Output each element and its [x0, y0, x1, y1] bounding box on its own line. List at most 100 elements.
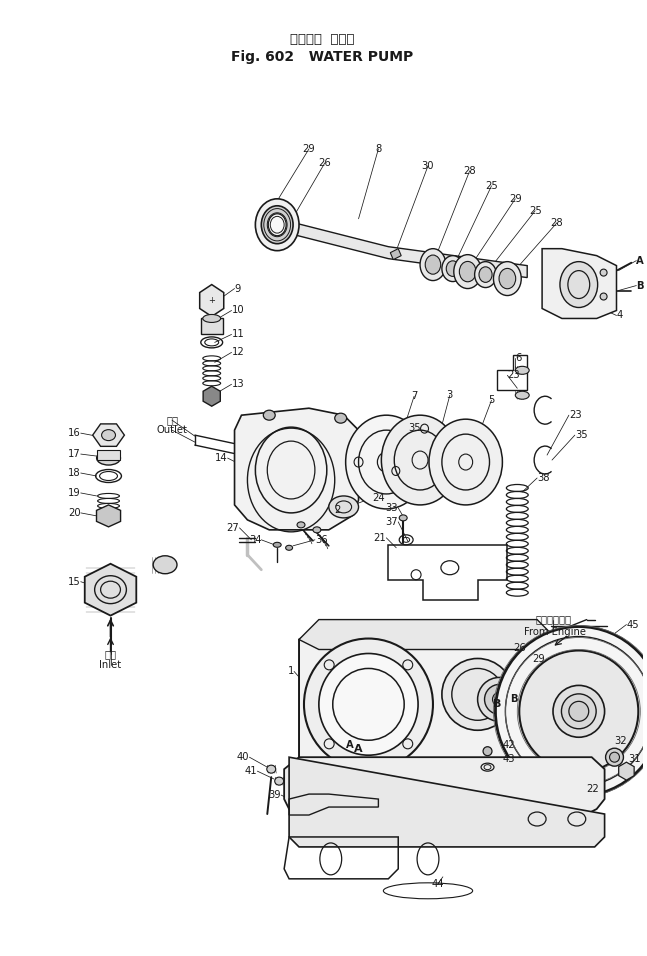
Text: 43: 43 [503, 754, 515, 764]
Ellipse shape [96, 451, 120, 465]
Bar [96, 450, 120, 460]
Ellipse shape [499, 269, 516, 289]
Text: 28: 28 [463, 166, 476, 176]
Text: 26: 26 [318, 158, 331, 168]
Ellipse shape [485, 684, 514, 714]
Text: 12: 12 [232, 347, 245, 358]
Text: 29: 29 [303, 144, 315, 154]
Ellipse shape [285, 545, 292, 551]
Ellipse shape [345, 415, 427, 509]
Ellipse shape [102, 429, 115, 441]
Ellipse shape [569, 702, 589, 721]
Ellipse shape [263, 410, 275, 421]
Text: A: A [637, 255, 644, 266]
Text: 7: 7 [411, 391, 417, 402]
Text: B: B [493, 700, 501, 709]
Text: 35: 35 [575, 430, 587, 440]
Ellipse shape [261, 206, 293, 244]
Polygon shape [234, 408, 358, 530]
Polygon shape [289, 757, 604, 847]
Ellipse shape [273, 542, 281, 547]
Text: 27: 27 [226, 523, 239, 532]
Text: 29: 29 [509, 194, 521, 204]
Text: 4: 4 [617, 311, 623, 320]
Ellipse shape [553, 685, 604, 737]
Polygon shape [203, 386, 221, 406]
Text: +: + [208, 296, 215, 305]
Ellipse shape [560, 262, 598, 308]
Text: 35: 35 [408, 424, 421, 433]
Text: 33: 33 [386, 503, 399, 513]
Ellipse shape [420, 249, 446, 280]
Text: 21: 21 [373, 532, 386, 543]
Text: 23: 23 [507, 370, 520, 380]
Text: 10: 10 [232, 306, 244, 315]
Polygon shape [294, 223, 527, 277]
Text: 26: 26 [513, 642, 526, 653]
Text: 38: 38 [537, 473, 550, 483]
Polygon shape [299, 630, 567, 779]
Ellipse shape [446, 261, 459, 276]
Text: 2: 2 [334, 505, 341, 515]
Ellipse shape [483, 747, 492, 755]
Ellipse shape [381, 415, 459, 505]
Text: 39: 39 [269, 790, 281, 800]
Text: 17: 17 [68, 449, 81, 459]
Ellipse shape [459, 261, 476, 282]
Text: 出口: 出口 [166, 415, 178, 425]
Text: 29: 29 [532, 655, 545, 664]
Ellipse shape [203, 315, 221, 322]
Text: A: A [346, 740, 354, 750]
Ellipse shape [562, 694, 596, 728]
Bar [201, 318, 223, 335]
Polygon shape [619, 762, 634, 780]
Text: 9: 9 [234, 284, 241, 293]
Polygon shape [200, 285, 224, 316]
Text: 16: 16 [68, 428, 81, 438]
Ellipse shape [334, 413, 347, 424]
Text: 8: 8 [375, 144, 382, 154]
Ellipse shape [313, 527, 321, 532]
Ellipse shape [600, 269, 607, 276]
Text: A: A [355, 744, 363, 754]
Ellipse shape [492, 692, 507, 706]
Polygon shape [542, 249, 617, 318]
Text: 18: 18 [68, 468, 81, 478]
Text: 5: 5 [488, 395, 495, 405]
Text: 入口: 入口 [105, 649, 116, 660]
Text: 31: 31 [628, 754, 641, 764]
Ellipse shape [153, 555, 177, 574]
Text: 23: 23 [569, 410, 582, 421]
Ellipse shape [425, 255, 441, 274]
Ellipse shape [256, 199, 299, 250]
Ellipse shape [454, 254, 481, 289]
Text: 22: 22 [587, 784, 600, 794]
Text: 3: 3 [446, 390, 453, 401]
Polygon shape [93, 424, 124, 446]
Polygon shape [390, 249, 401, 260]
Ellipse shape [515, 391, 529, 400]
Text: 6: 6 [515, 354, 521, 363]
Text: From Engine: From Engine [524, 626, 586, 637]
Text: Fig. 602   WATER PUMP: Fig. 602 WATER PUMP [231, 51, 413, 64]
Polygon shape [96, 505, 120, 527]
Text: 24: 24 [373, 493, 385, 503]
Text: 25: 25 [485, 181, 498, 191]
Text: 25: 25 [529, 206, 542, 216]
Text: 45: 45 [626, 619, 639, 630]
Text: B: B [637, 280, 644, 291]
Text: 40: 40 [237, 752, 249, 762]
Text: ウォータ  ポンプ: ウォータ ポンプ [290, 33, 354, 46]
Ellipse shape [515, 366, 529, 375]
Text: エンジンから: エンジンから [535, 615, 571, 624]
Ellipse shape [475, 262, 496, 288]
Text: 32: 32 [615, 736, 627, 747]
Ellipse shape [442, 659, 513, 730]
Text: 44: 44 [432, 879, 444, 889]
Ellipse shape [329, 496, 358, 518]
Ellipse shape [297, 522, 305, 528]
Ellipse shape [304, 639, 433, 771]
Ellipse shape [609, 752, 619, 762]
Text: 37: 37 [386, 517, 399, 527]
Text: 20: 20 [68, 508, 81, 518]
